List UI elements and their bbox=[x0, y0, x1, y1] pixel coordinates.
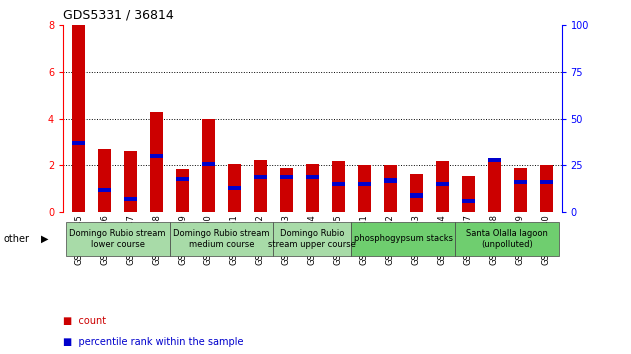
Bar bbox=[202, 119, 215, 212]
Bar bbox=[228, 186, 241, 190]
Bar bbox=[514, 168, 526, 212]
Bar bbox=[384, 178, 397, 183]
Bar bbox=[488, 159, 500, 212]
Bar bbox=[514, 180, 526, 184]
Bar bbox=[280, 175, 293, 179]
Text: Santa Olalla lagoon
(unpolluted): Santa Olalla lagoon (unpolluted) bbox=[466, 229, 548, 249]
Bar bbox=[124, 197, 137, 201]
Bar bbox=[540, 165, 553, 212]
FancyBboxPatch shape bbox=[455, 222, 559, 256]
Bar bbox=[150, 154, 163, 158]
Bar bbox=[384, 165, 397, 212]
Text: phosphogypsum stacks: phosphogypsum stacks bbox=[354, 234, 452, 244]
Bar bbox=[254, 160, 267, 212]
FancyBboxPatch shape bbox=[170, 222, 273, 256]
Bar bbox=[280, 168, 293, 212]
Bar bbox=[124, 152, 137, 212]
Bar bbox=[176, 169, 189, 212]
Bar bbox=[72, 25, 85, 212]
Bar bbox=[410, 193, 423, 198]
Text: Domingo Rubio stream
medium course: Domingo Rubio stream medium course bbox=[174, 229, 269, 249]
Bar bbox=[72, 141, 85, 145]
Text: Domingo Rubio stream
lower course: Domingo Rubio stream lower course bbox=[69, 229, 166, 249]
Bar bbox=[150, 112, 163, 212]
Bar bbox=[98, 188, 111, 192]
Bar bbox=[176, 177, 189, 181]
Bar bbox=[254, 175, 267, 179]
Bar bbox=[462, 176, 475, 212]
Bar bbox=[306, 175, 319, 179]
Bar bbox=[98, 149, 111, 212]
Text: ▶: ▶ bbox=[41, 234, 49, 244]
Bar bbox=[540, 180, 553, 184]
Bar bbox=[332, 161, 345, 212]
Bar bbox=[435, 182, 449, 186]
Bar bbox=[202, 161, 215, 166]
Text: GDS5331 / 36814: GDS5331 / 36814 bbox=[63, 8, 174, 21]
Bar bbox=[228, 164, 241, 212]
Text: other: other bbox=[3, 234, 29, 244]
Bar bbox=[410, 174, 423, 212]
Text: ■  count: ■ count bbox=[63, 316, 106, 326]
Bar bbox=[332, 182, 345, 186]
Bar bbox=[358, 165, 371, 212]
Bar bbox=[462, 199, 475, 203]
Bar bbox=[435, 161, 449, 212]
Bar bbox=[358, 182, 371, 186]
FancyBboxPatch shape bbox=[66, 222, 170, 256]
FancyBboxPatch shape bbox=[273, 222, 351, 256]
Bar bbox=[306, 164, 319, 212]
Text: ■  percentile rank within the sample: ■ percentile rank within the sample bbox=[63, 337, 244, 347]
FancyBboxPatch shape bbox=[351, 222, 455, 256]
Bar bbox=[488, 158, 500, 162]
Text: Domingo Rubio
stream upper course: Domingo Rubio stream upper course bbox=[268, 229, 357, 249]
